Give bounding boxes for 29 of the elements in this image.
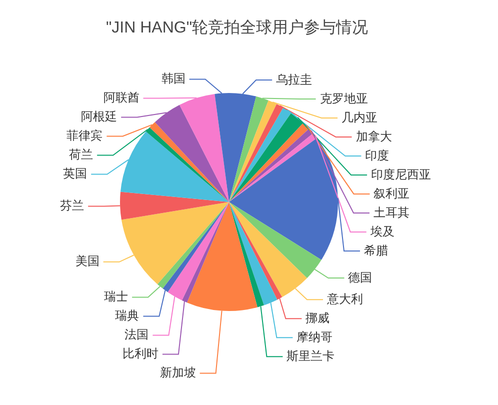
slice-label: 阿根廷 — [81, 110, 118, 124]
slice-label: 法国 — [124, 328, 149, 342]
slice-label: 希腊 — [364, 243, 388, 258]
slice-label: 埃及 — [369, 224, 394, 238]
slice-label: 克罗地亚 — [320, 91, 368, 106]
slice-label: 几内亚 — [342, 110, 378, 124]
slice-label: 意大利 — [326, 292, 364, 306]
slice-label: 土耳其 — [374, 205, 410, 220]
slice-label: 印度尼西亚 — [371, 167, 432, 182]
chart-title: "JIN HANG"轮竞拍全球用户参与情况 — [106, 18, 368, 36]
slice-label: 阿联酋 — [103, 90, 140, 105]
slice-label: 挪威 — [306, 310, 330, 325]
slice-label: 芬兰 — [60, 198, 84, 213]
slice-label: 斯里兰卡 — [286, 348, 335, 363]
slice-label: 韩国 — [161, 72, 186, 86]
slice-label: 比利时 — [122, 346, 158, 361]
slice-label: 叙利亚 — [374, 186, 410, 200]
slice-label: 菲律宾 — [66, 128, 103, 143]
slice-label: 新加坡 — [160, 366, 196, 380]
slice-label: 瑞典 — [115, 308, 140, 323]
slice-label: 荷兰 — [69, 148, 94, 162]
slice-label: 印度 — [365, 148, 390, 162]
slice-label: 乌拉圭 — [276, 72, 312, 86]
slice-label: 瑞士 — [104, 290, 128, 304]
slice-label: 英国 — [63, 166, 88, 181]
slice-label: 德国 — [348, 270, 372, 284]
slice-label: 加拿大 — [356, 129, 392, 144]
slice-label: 摩纳哥 — [296, 330, 333, 344]
slice-label: 美国 — [75, 254, 100, 268]
